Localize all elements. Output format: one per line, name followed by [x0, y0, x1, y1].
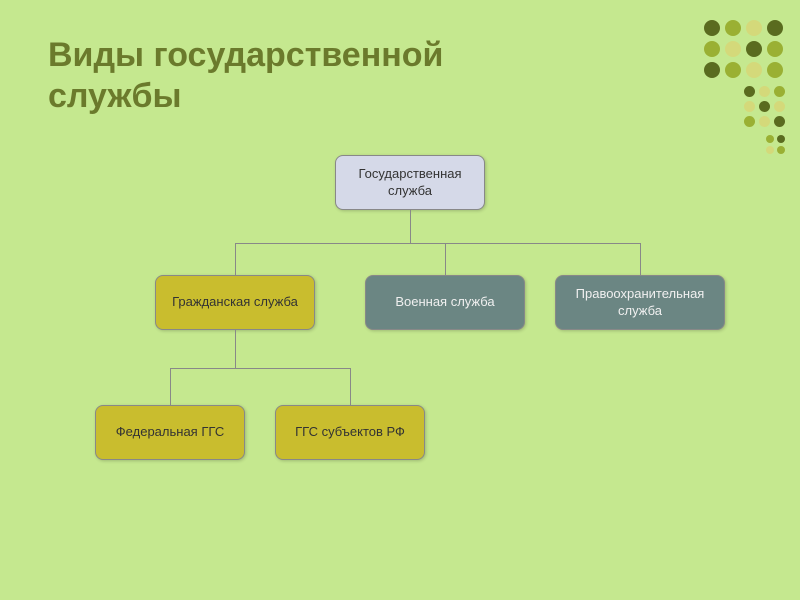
decoration-dot — [766, 135, 774, 143]
connector-line — [445, 243, 446, 276]
dot-grid-small — [744, 86, 785, 127]
decoration-dot — [777, 146, 785, 154]
dot-grid-tiny — [766, 135, 785, 154]
decoration-dot — [777, 135, 785, 143]
node-law: Правоохранительная служба — [555, 275, 725, 330]
decoration-dot — [725, 20, 741, 36]
decoration-dot — [744, 116, 755, 127]
node-subjects: ГГС субъектов РФ — [275, 405, 425, 460]
decoration-dot — [704, 62, 720, 78]
decoration-dot — [767, 62, 783, 78]
slide-title: Виды государственной службы — [48, 35, 443, 117]
decoration-dot — [744, 101, 755, 112]
decoration-dot — [759, 86, 770, 97]
connector-line — [235, 243, 236, 276]
decoration-dot — [725, 41, 741, 57]
decoration-dot — [746, 41, 762, 57]
decoration-dot — [759, 116, 770, 127]
connector-line — [170, 368, 350, 369]
decoration-dot — [704, 20, 720, 36]
decoration-dot — [767, 20, 783, 36]
node-federal: Федеральная ГГС — [95, 405, 245, 460]
connector-line — [235, 243, 640, 244]
connector-line — [410, 210, 411, 243]
node-civil: Гражданская служба — [155, 275, 315, 330]
title-line-1: Виды государственной — [48, 36, 443, 74]
decoration-dot — [767, 41, 783, 57]
decoration-dot — [774, 86, 785, 97]
title-line-2: службы — [48, 77, 182, 115]
decoration-dot — [746, 20, 762, 36]
decoration-dot — [759, 101, 770, 112]
connector-line — [235, 330, 236, 368]
decoration-dot — [744, 86, 755, 97]
dot-grid-large — [704, 20, 785, 78]
decoration-dot — [704, 41, 720, 57]
connector-line — [350, 368, 351, 406]
node-military: Военная служба — [365, 275, 525, 330]
decoration-dot — [766, 146, 774, 154]
node-root: Государственная служба — [335, 155, 485, 210]
decoration-dot — [746, 62, 762, 78]
decoration-dot — [774, 101, 785, 112]
decoration-dot — [774, 116, 785, 127]
corner-decoration — [704, 20, 785, 162]
decoration-dot — [725, 62, 741, 78]
connector-line — [170, 368, 171, 406]
connector-line — [640, 243, 641, 276]
